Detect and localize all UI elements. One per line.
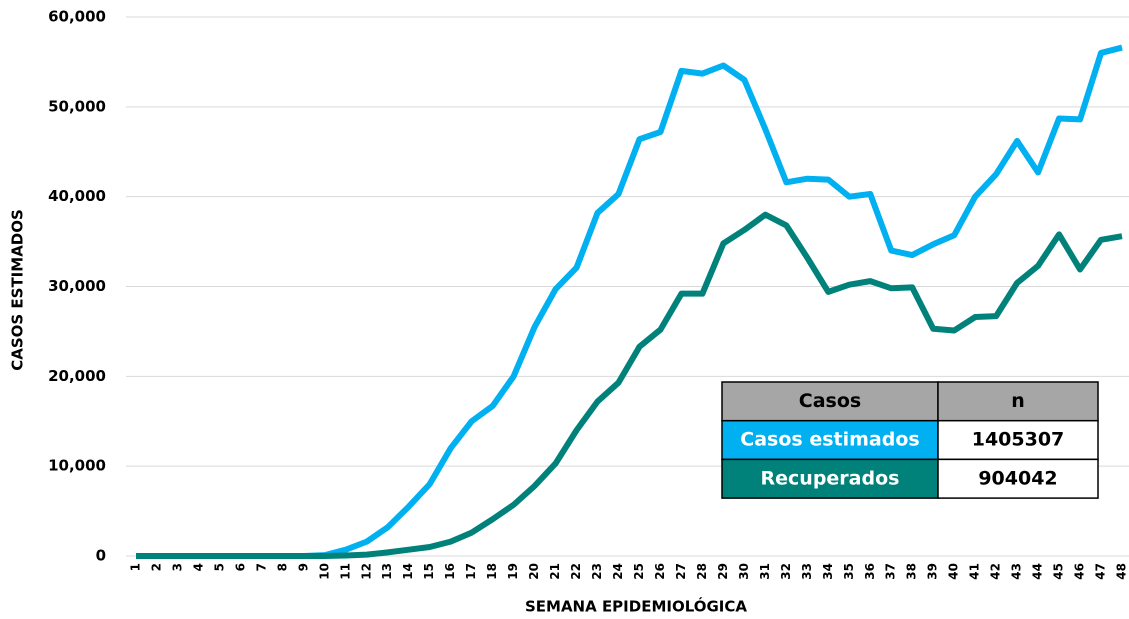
- x-tick-label: 36: [863, 563, 877, 580]
- y-tick-label: 50,000: [48, 97, 106, 115]
- x-tick-label: 1: [129, 563, 143, 571]
- x-tick-label: 6: [233, 563, 247, 571]
- x-tick-label: 27: [674, 563, 688, 580]
- x-tick-label: 15: [422, 563, 436, 580]
- table-value-cell: [937, 458, 1099, 499]
- x-tick-label: 39: [926, 563, 940, 580]
- x-tick-label: 40: [947, 563, 961, 580]
- line-series: [136, 211, 1123, 559]
- x-tick-label: 35: [842, 563, 856, 580]
- y-tick-label: 60,000: [48, 8, 106, 26]
- table-value: 1405307: [972, 429, 1065, 451]
- x-tick-label: 42: [989, 563, 1003, 580]
- x-tick-label: 25: [632, 563, 646, 580]
- x-tick-label: 37: [884, 563, 898, 580]
- x-tick-label: 8: [275, 563, 289, 571]
- y-tick-label: 10,000: [48, 457, 106, 475]
- summary-table: Casos n Casos estimados 1405307 Recuperados 9…: [721, 381, 1099, 499]
- x-tick-label: 19: [506, 563, 520, 580]
- legend-label: Casos estimados: [740, 429, 919, 451]
- x-tick-label: 23: [590, 563, 604, 580]
- table-value: 904042: [978, 467, 1057, 489]
- x-tick-label: 24: [611, 563, 625, 580]
- x-tick-label: 26: [653, 563, 667, 580]
- x-tick-label: 34: [821, 563, 835, 580]
- x-tick-label: 7: [254, 563, 268, 571]
- y-tick-label: 30,000: [48, 277, 106, 295]
- x-tick-label: 22: [569, 563, 583, 580]
- x-tick-label: 32: [779, 563, 793, 580]
- x-tick-label: 10: [317, 563, 331, 580]
- y-axis-label: CASOS ESTIMADOS: [9, 209, 27, 371]
- x-tick-label: 43: [1010, 563, 1024, 580]
- legend-label: Recuperados: [761, 467, 900, 489]
- x-tick-label: 28: [695, 563, 709, 580]
- y-tick-label: 20,000: [48, 367, 106, 385]
- x-tick-label: 13: [380, 563, 394, 580]
- x-tick-label: 16: [443, 563, 457, 580]
- x-tick-label: 47: [1094, 563, 1108, 580]
- x-tick-label: 11: [338, 563, 352, 580]
- x-tick-label: 29: [716, 563, 730, 580]
- x-tick-label: 44: [1031, 563, 1045, 580]
- x-tick-label: 9: [296, 563, 310, 571]
- x-tick-label: 12: [359, 563, 373, 580]
- x-tick-label: 38: [905, 563, 919, 580]
- x-tick-label: 30: [737, 563, 751, 580]
- table-label-cell: [721, 458, 939, 499]
- x-axis-label: SEMANA EPIDEMIOLÓGICA: [525, 597, 747, 616]
- x-tick-label: 17: [464, 563, 478, 580]
- y-tick-label: 40,000: [48, 187, 106, 205]
- x-tick-label: 21: [548, 563, 562, 580]
- x-tick-label: 18: [485, 563, 499, 580]
- x-tick-label: 4: [191, 563, 205, 571]
- x-tick-label: 14: [401, 563, 415, 580]
- x-tick-label: 46: [1073, 563, 1087, 580]
- x-tick-label: 5: [212, 563, 226, 571]
- table-header: n: [1011, 390, 1025, 412]
- x-tick-label: 20: [527, 563, 541, 580]
- x-tick-label: 31: [758, 563, 772, 580]
- table-header: Casos: [799, 390, 861, 412]
- x-tick-label: 3: [170, 563, 184, 571]
- x-tick-label: 48: [1115, 563, 1129, 580]
- x-tick-label: 2: [149, 563, 163, 571]
- x-tick-label: 41: [968, 563, 982, 580]
- y-tick-label: 0: [96, 547, 106, 565]
- x-tick-label: 45: [1052, 563, 1066, 580]
- x-tick-label: 33: [800, 563, 814, 580]
